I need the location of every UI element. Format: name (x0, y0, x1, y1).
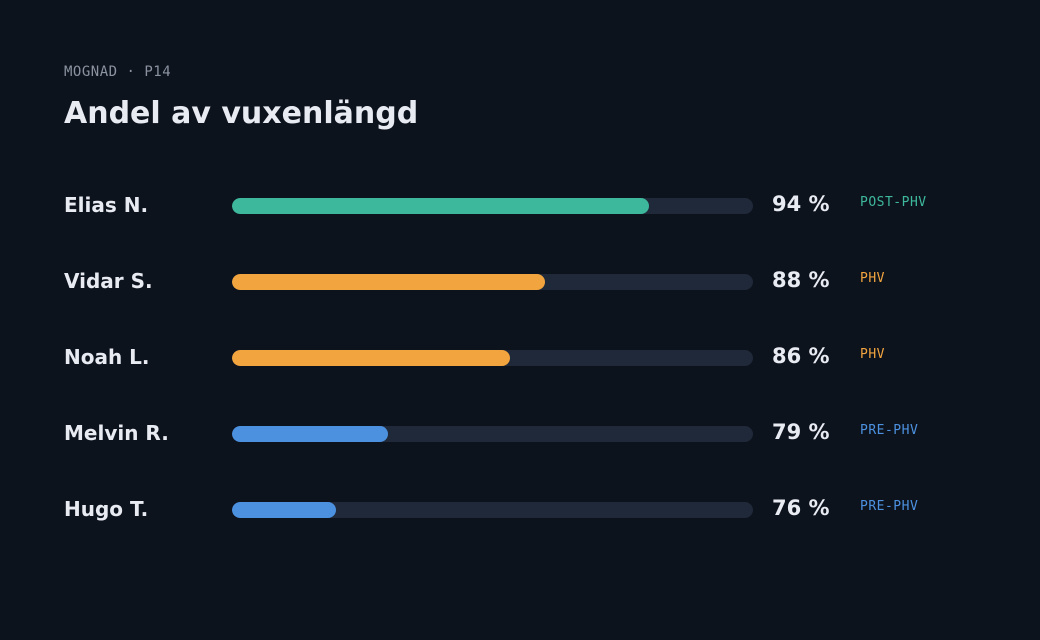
phase-tag: PHV (860, 347, 885, 362)
bar-track (232, 426, 753, 442)
athlete-name: Noah L. (64, 345, 150, 369)
phase-tag: PHV (860, 271, 885, 286)
percent-label: 76 % (772, 496, 830, 520)
percent-label: 88 % (772, 268, 830, 292)
bar-row: Hugo T. 76 % PRE-PHV (0, 489, 1040, 529)
percent-label: 86 % (772, 344, 830, 368)
page-title: Andel av vuxenlängd (64, 96, 419, 131)
bar-fill (232, 274, 545, 290)
bar-track (232, 350, 753, 366)
bar-fill (232, 502, 336, 518)
athlete-name: Elias N. (64, 193, 149, 217)
bar-row: Vidar S. 88 % PHV (0, 261, 1040, 301)
header-overline: MOGNAD · P14 (64, 64, 172, 80)
bar-track (232, 502, 753, 518)
bar-row: Noah L. 86 % PHV (0, 337, 1040, 377)
bar-fill (232, 426, 388, 442)
percent-label: 79 % (772, 420, 830, 444)
bar-row: Elias N. 94 % POST-PHV (0, 185, 1040, 225)
bar-track (232, 198, 753, 214)
bar-fill (232, 350, 510, 366)
bar-track (232, 274, 753, 290)
athlete-name: Melvin R. (64, 421, 169, 445)
phase-tag: POST-PHV (860, 195, 927, 210)
athlete-name: Hugo T. (64, 497, 149, 521)
phase-tag: PRE-PHV (860, 423, 919, 438)
bar-fill (232, 198, 649, 214)
athlete-name: Vidar S. (64, 269, 153, 293)
phase-tag: PRE-PHV (860, 499, 919, 514)
percent-label: 94 % (772, 192, 830, 216)
bar-row: Melvin R. 79 % PRE-PHV (0, 413, 1040, 453)
